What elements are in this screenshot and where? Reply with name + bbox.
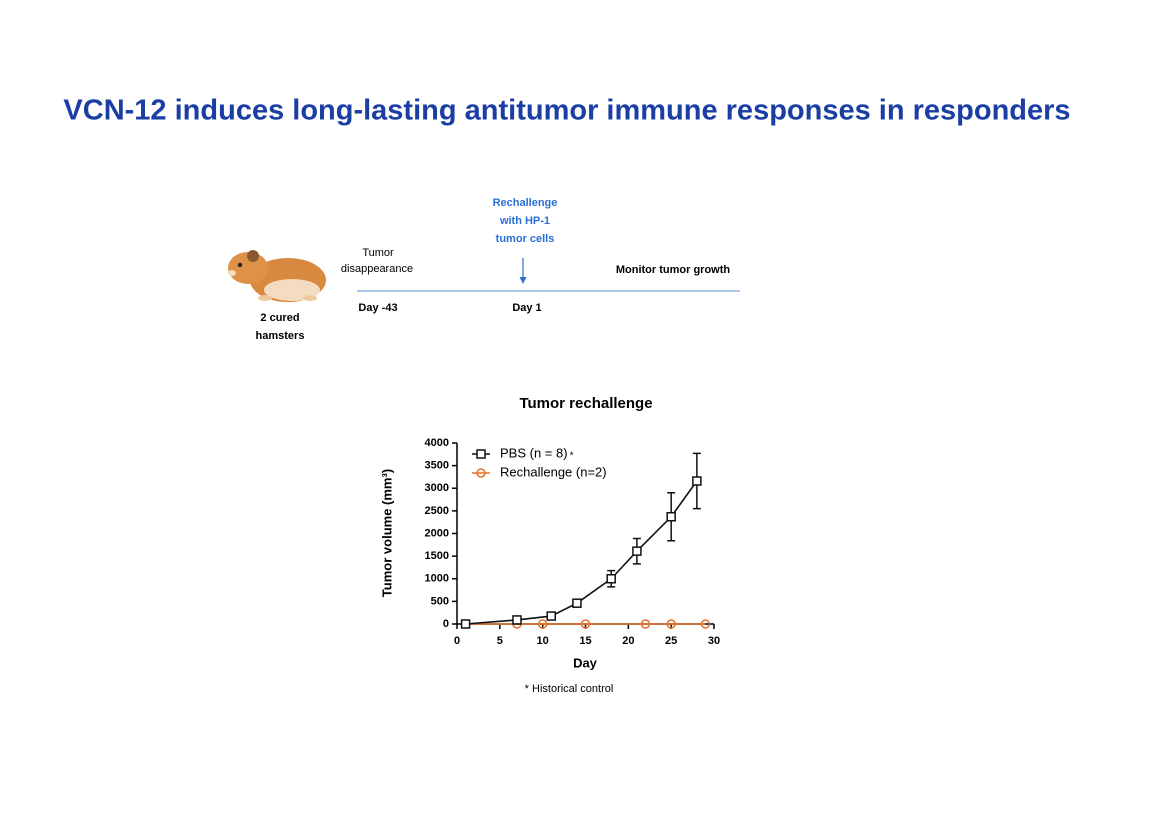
monitor-label: Monitor tumor growth (616, 264, 731, 276)
event-line: disappearance (341, 263, 413, 275)
arrow (519, 258, 527, 284)
x-tick-label: 0 (454, 635, 460, 647)
marker (476, 468, 486, 478)
y-tick-label: 1000 (425, 573, 449, 585)
day-label: Day 1 (512, 302, 541, 314)
chart-title: Tumor rechallenge (519, 395, 652, 412)
y-tick-label: 1500 (425, 550, 449, 562)
x-tick-label: 5 (497, 635, 503, 647)
legend-label: PBS (n = 8) (500, 445, 568, 460)
y-tick-label: 3000 (425, 482, 449, 494)
x-tick-label: 25 (665, 635, 677, 647)
marker (546, 611, 556, 621)
chart: Tumor rechallenge Day Tumor volume (mm³)… (379, 395, 720, 695)
marker (512, 615, 522, 625)
y-tick-label: 4000 (425, 437, 449, 449)
y-tick-label: 3500 (425, 460, 449, 472)
series-line (465, 480, 698, 625)
subject-line: hamsters (256, 330, 305, 342)
marker (572, 598, 582, 608)
marker (580, 619, 591, 629)
marker (460, 619, 471, 629)
x-tick-label: 20 (622, 635, 634, 647)
rechallenge-line: Rechallenge (493, 197, 558, 209)
legend-note: * (570, 451, 574, 462)
marker (537, 619, 548, 629)
rechallenge-line: with HP-1 (499, 215, 550, 227)
marker (692, 476, 702, 486)
hamster-icon (228, 250, 326, 302)
x-tick-label: 15 (579, 635, 591, 647)
marker (666, 619, 676, 629)
x-tick-label: 10 (537, 635, 549, 647)
day-label: Day -43 (358, 302, 397, 314)
marker (632, 546, 642, 556)
marker (666, 512, 676, 522)
marker (606, 574, 616, 584)
rechallenge-line: tumor cells (496, 233, 555, 245)
y-tick-label: 2000 (425, 527, 449, 539)
y-tick-label: 0 (443, 618, 449, 630)
y-tick-label: 2500 (425, 505, 449, 517)
subject-line: 2 cured (260, 312, 299, 324)
footnote: * Historical control (525, 683, 614, 695)
slide-title: VCN-12 induces long-lasting antitumor im… (63, 95, 1070, 127)
event-line: Tumor (362, 247, 394, 259)
x-axis-label: Day (573, 655, 598, 670)
y-axis-label: Tumor volume (mm³) (379, 469, 394, 597)
y-tick-label: 500 (431, 595, 449, 607)
marker (700, 619, 711, 629)
marker (640, 619, 651, 629)
marker (476, 449, 486, 459)
x-tick-label: 30 (708, 635, 720, 647)
legend-label: Rechallenge (n=2) (500, 464, 607, 479)
